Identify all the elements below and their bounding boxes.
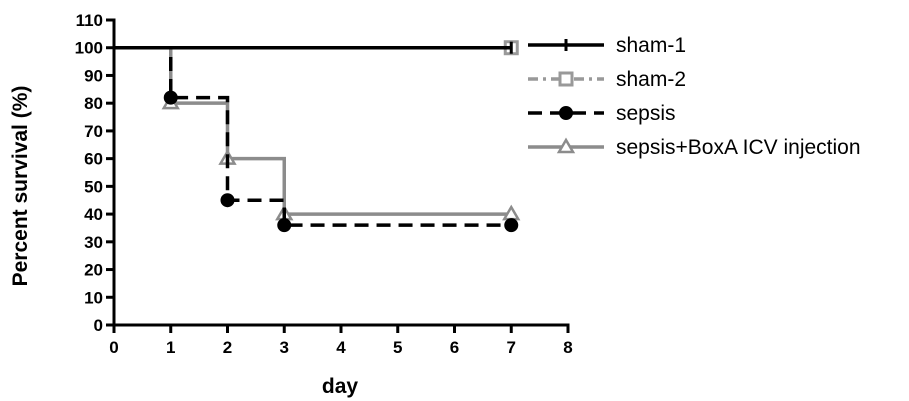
data-point [163,90,178,105]
legend: sham-1 sham-2 sepsis sepsis+BoxA ICV inject… [528,34,861,159]
y-axis: 0 10 20 30 40 50 60 70 80 90 100 110 [75,11,116,335]
y-tick-label: 30 [84,233,103,252]
y-axis-title: Percent survival (%) [9,86,32,287]
y-tick-label: 80 [84,94,103,113]
data-point [502,204,521,221]
y-tick-label: 70 [84,122,103,141]
legend-marker [556,137,576,154]
legend-label: sepsis+BoxA ICV injection [616,136,861,159]
series-sepsis-boxa-icv-injection [114,45,521,221]
x-tick-label: 5 [393,338,402,357]
y-tick-label: 50 [84,177,103,196]
x-tick-label: 1 [166,338,175,357]
legend-marker [559,106,573,120]
legend-item: sham-2 [528,68,686,91]
legend-item: sepsis [528,102,676,125]
x-tick-label: 2 [223,338,232,357]
x-tick-label: 7 [507,338,516,357]
data-point [504,218,519,233]
legend-marker [558,71,574,87]
y-tick-label: 20 [84,261,103,280]
legend-item: sham-1 [528,34,686,57]
x-tick-label: 0 [109,338,118,357]
data-point [277,218,292,233]
data-point [220,193,235,208]
x-axis: 0 1 2 3 4 5 6 7 8 [109,323,573,357]
y-tick-label: 90 [84,66,103,85]
legend-item: sepsis+BoxA ICV injection [528,136,861,159]
plot-area [114,40,521,233]
y-tick-label: 60 [84,150,103,169]
x-tick-label: 6 [450,338,459,357]
y-tick-label: 10 [84,288,103,307]
y-tick-label: 0 [94,316,103,335]
series-line [114,45,512,227]
legend-label: sepsis [616,102,676,125]
y-tick-label: 100 [75,39,103,58]
x-axis-title: day [322,375,359,398]
x-tick-label: 4 [336,338,346,357]
y-tick-label: 40 [84,205,103,224]
series-sham-1 [114,41,513,54]
legend-label: sham-1 [616,34,686,57]
series-sepsis [114,45,519,233]
x-tick-label: 8 [563,338,572,357]
series-line [114,45,512,216]
x-tick-label: 3 [280,338,289,357]
legend-label: sham-2 [616,68,686,91]
y-tick-label: 110 [76,11,103,30]
